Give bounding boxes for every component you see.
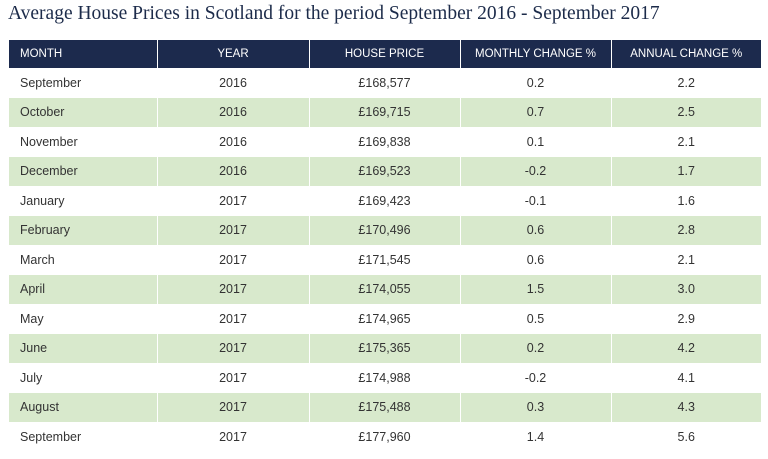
- table-cell: 0.3: [459, 392, 611, 422]
- table-row: November 2016 £169,838 0.1 2.1: [9, 127, 761, 157]
- table-cell: £175,365: [308, 333, 460, 363]
- table-row: October 2016 £169,715 0.7 2.5: [9, 97, 761, 127]
- table-cell: £177,960: [308, 422, 460, 452]
- table-cell: May: [20, 311, 44, 326]
- table-cell: July: [20, 370, 43, 385]
- table-cell: September: [20, 429, 82, 444]
- table-cell: 2017: [156, 363, 309, 393]
- table-cell: 2017: [156, 422, 309, 452]
- table-row: August 2017 £175,488 0.3 4.3: [9, 392, 761, 422]
- table-cell: £169,715: [308, 97, 460, 127]
- table-cell: £175,488: [308, 392, 460, 422]
- table-row: September 2016 £168,577 0.2 2.2: [9, 68, 761, 98]
- table-cell: £174,055: [308, 274, 460, 304]
- table-cell: £169,423: [308, 186, 460, 216]
- table-cell: 0.2: [459, 333, 611, 363]
- table-cell: January: [20, 193, 65, 208]
- table-cell: 4.2: [610, 333, 761, 363]
- table-cell: March: [20, 252, 55, 267]
- table-row: February 2017 £170,496 0.6 2.8: [9, 215, 761, 245]
- header-cell: MONTHLY CHANGE %: [459, 40, 611, 68]
- table-cell: 2016: [156, 156, 309, 186]
- table-row: March 2017 £171,545 0.6 2.1: [9, 245, 761, 275]
- table-cell: 2017: [156, 392, 309, 422]
- table-cell: 2017: [156, 215, 309, 245]
- table-cell: £168,577: [308, 68, 460, 98]
- table-cell: 4.3: [610, 392, 761, 422]
- table-cell: 1.6: [610, 186, 761, 216]
- table-cell: October: [9, 97, 157, 127]
- table-cell: April: [9, 274, 157, 304]
- header-cell: YEAR: [156, 40, 309, 68]
- table-cell: 0.1: [459, 127, 611, 157]
- table-cell: 2.1: [610, 245, 761, 275]
- table-cell: 1.4: [459, 422, 611, 452]
- table-cell: 2016: [156, 68, 309, 98]
- table-cell: 5.6: [610, 422, 761, 452]
- header-cell: ANNUAL CHANGE %: [610, 40, 761, 68]
- table-cell: -0.2: [459, 363, 611, 393]
- table-cell: 0.5: [459, 304, 611, 334]
- table-cell: 4.1: [610, 363, 761, 393]
- table-cell: 2.1: [610, 127, 761, 157]
- table-cell: £169,523: [308, 156, 460, 186]
- table-cell: 2.2: [610, 68, 761, 98]
- table-row: July 2017 £174,988 -0.2 4.1: [9, 363, 761, 393]
- table-cell: 2017: [156, 274, 309, 304]
- table-cell: 0.7: [459, 97, 611, 127]
- table-cell: 2016: [156, 127, 309, 157]
- table-cell: 3.0: [610, 274, 761, 304]
- title: Average House Prices in Scotland for the…: [8, 3, 660, 24]
- table-cell: September: [20, 75, 82, 90]
- table-cell: £174,988: [308, 363, 460, 393]
- header-cell: MONTH: [9, 40, 157, 68]
- table-cell: 1.7: [610, 156, 761, 186]
- table-cell: December: [9, 156, 157, 186]
- table-cell: 0.2: [459, 68, 611, 98]
- table-row: September 2017 £177,960 1.4 5.6: [9, 422, 761, 452]
- table-cell: £170,496: [308, 215, 460, 245]
- table-cell: 1.5: [459, 274, 611, 304]
- table-cell: 2016: [156, 97, 309, 127]
- table-cell: 2.8: [610, 215, 761, 245]
- table-body: September 2016 £168,577 0.2 2.2 October 2016 £1…: [9, 68, 761, 452]
- table-cell: 2.9: [610, 304, 761, 334]
- table-cell: £169,838: [308, 127, 460, 157]
- table-cell: 0.6: [459, 245, 611, 275]
- header-cell: HOUSE PRICE: [308, 40, 460, 68]
- table-cell: 0.6: [459, 215, 611, 245]
- table-cell: 2017: [156, 304, 309, 334]
- table-cell: August: [9, 392, 157, 422]
- table-cell: -0.1: [459, 186, 611, 216]
- header-row: MONTH YEAR HOUSE PRICE MONTHLY CHANGE % ANNU…: [9, 40, 761, 68]
- price-table: MONTH YEAR HOUSE PRICE MONTHLY CHANGE % ANNU…: [9, 40, 761, 452]
- table-row: June 2017 £175,365 0.2 4.2: [9, 333, 761, 363]
- table-cell: November: [20, 134, 78, 149]
- table-cell: February: [9, 215, 157, 245]
- table-cell: 2017: [156, 245, 309, 275]
- table-cell: -0.2: [459, 156, 611, 186]
- table-cell: 2017: [156, 186, 309, 216]
- table-row: December 2016 £169,523 -0.2 1.7: [9, 156, 761, 186]
- table-cell: £174,965: [308, 304, 460, 334]
- table-cell: 2.5: [610, 97, 761, 127]
- table-row: April 2017 £174,055 1.5 3.0: [9, 274, 761, 304]
- table-cell: 2017: [156, 333, 309, 363]
- table-row: May 2017 £174,965 0.5 2.9: [9, 304, 761, 334]
- table-cell: £171,545: [308, 245, 460, 275]
- table-row: January 2017 £169,423 -0.1 1.6: [9, 186, 761, 216]
- table-cell: June: [9, 333, 157, 363]
